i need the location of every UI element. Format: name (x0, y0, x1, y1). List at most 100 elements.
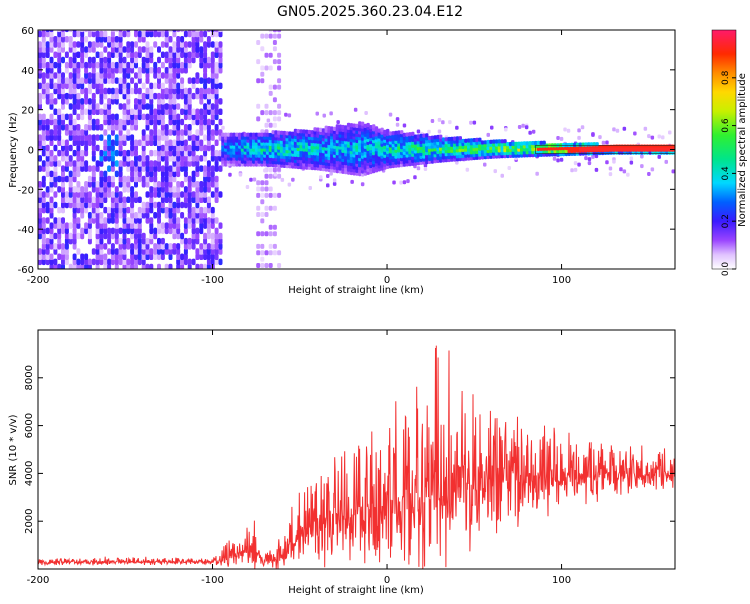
spectrogram-cell (99, 232, 104, 240)
spectrogram-cell (168, 217, 173, 224)
spectrogram-cell (203, 144, 208, 152)
spectrogram-cell (61, 258, 65, 266)
spectrogram-cell (157, 191, 161, 198)
spectrogram-cell (99, 170, 104, 178)
spectrogram-cell (160, 41, 165, 48)
spectrogram-cell (183, 113, 188, 121)
spectrogram-cell (61, 263, 65, 269)
spectrogram-cell (180, 144, 185, 152)
spectrogram-cell (41, 30, 46, 33)
spectrogram-cell (570, 142, 574, 147)
spectrogram-cell (68, 134, 73, 141)
spectrogram-cell (172, 61, 177, 69)
spectrogram-cell (395, 122, 400, 127)
spectrogram-cell (95, 87, 100, 95)
spectrogram-cell (103, 263, 108, 269)
spectrogram-cell (160, 170, 165, 178)
spectrogram-cell (145, 160, 150, 167)
spectrogram-cell (149, 129, 154, 136)
spectrogram-cell (68, 72, 73, 79)
spectrogram-cell (38, 56, 42, 64)
spectrogram-cell (176, 170, 181, 178)
spectrogram-cell (439, 134, 443, 139)
spectrogram-cell (122, 77, 127, 84)
spectrogram-cell (164, 129, 169, 136)
spectrogram-cell (149, 206, 154, 214)
spectrogram-cell (80, 41, 85, 48)
spectrogram-cell (483, 140, 488, 145)
spectrogram-cell (183, 191, 188, 198)
spectrogram-cell (80, 227, 85, 235)
spectrogram-cell (110, 36, 115, 43)
spectrogram-cell (268, 173, 273, 179)
spectrogram-cell (49, 258, 54, 266)
spectrogram-cell (203, 103, 208, 110)
spectrogram-cell (191, 30, 196, 33)
spectrogram-cell (145, 56, 150, 64)
spectrogram-cell (45, 30, 50, 38)
spectrogram-cell (203, 155, 208, 162)
spectrogram-cell (308, 186, 312, 190)
spectrogram-cell (172, 248, 177, 255)
spectrogram-cell (214, 237, 219, 245)
spectrogram-cell (49, 227, 54, 235)
spectrogram-cell (107, 237, 112, 245)
spectrogram-cell (141, 175, 146, 183)
spectrogram-cell (107, 124, 112, 131)
spectrogram-cell (172, 191, 177, 198)
spectrogram-cell (608, 172, 613, 177)
spectrogram-cell (203, 30, 208, 38)
spectrogram-cell (53, 118, 58, 126)
spectrogram-cell (218, 191, 223, 198)
spectrogram-cell (622, 126, 627, 131)
spectrogram-cell (195, 170, 200, 178)
spectrogram-cell (137, 30, 142, 38)
spectrogram-cell (214, 98, 219, 105)
spectrogram-cell (38, 61, 42, 69)
spectrogram-cell (199, 212, 204, 219)
spectrogram-cell (126, 155, 131, 162)
spectrogram-cell (214, 160, 219, 167)
spectrogram-cell (157, 46, 161, 53)
spectrogram-cell (64, 160, 69, 167)
spectrogram-cell (157, 248, 161, 255)
spectrogram-cell (164, 222, 169, 229)
spectrogram-cell (157, 118, 161, 126)
spectrogram-cell (180, 41, 185, 48)
spectrogram-cell (103, 181, 108, 188)
spectrogram-cell (172, 56, 177, 64)
spectrogram-cell (80, 87, 85, 95)
spectrogram-cell (191, 155, 196, 162)
spectrogram-cell (176, 82, 181, 90)
spectrogram-cell (302, 129, 306, 134)
spectrogram-cell (137, 113, 142, 121)
spectrogram-cell (153, 118, 158, 126)
spectrogram-cell (95, 263, 100, 269)
spectrogram-cell (218, 98, 223, 105)
spectrogram-cell (45, 67, 50, 74)
spectrogram-cell (61, 149, 65, 157)
spectrogram-cell (103, 103, 108, 110)
spectrogram-cell (176, 72, 181, 79)
spectrogram-cell (514, 141, 518, 146)
spectrogram-cell (168, 155, 173, 162)
spectrogram-cell (134, 222, 138, 229)
spectrogram-cell (260, 71, 265, 77)
spectrogram-cell (68, 160, 73, 167)
spectrogram-cell (272, 110, 277, 116)
spectrogram-cell (99, 253, 104, 260)
spectrogram-cell (118, 196, 123, 203)
spectrogram-cell (84, 263, 89, 269)
spectrogram-cell (191, 82, 196, 90)
spectrogram-cell (187, 124, 192, 131)
spectrogram-cell (214, 46, 219, 53)
spectrogram-cell (107, 186, 112, 193)
spectrogram-cell (221, 125, 225, 130)
spectrogram-cell (137, 253, 142, 260)
spectrogram-cell (168, 118, 173, 126)
spectrogram-cell (72, 191, 77, 198)
spectrogram-cell (103, 149, 108, 157)
spectrogram-cell (191, 196, 196, 203)
spectrogram-xtick-label: 0 (384, 275, 390, 286)
spectrogram-cell (264, 180, 269, 186)
